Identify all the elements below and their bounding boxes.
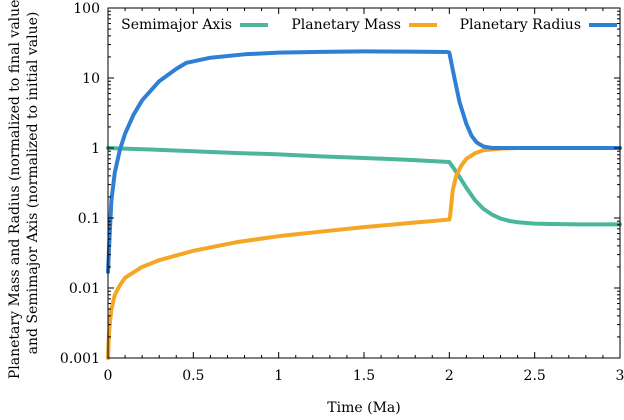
- y-tick-label: 0.01: [69, 281, 100, 297]
- y-tick-label: 0.1: [78, 211, 100, 227]
- y-tick-label: 1: [91, 141, 100, 157]
- y-tick-label: 10: [82, 71, 100, 87]
- series-line-2: [106, 49, 622, 274]
- series-line-0: [106, 146, 622, 227]
- x-axis-ticks: 0 0.5 1 1.5 2 2.5 3: [104, 8, 624, 384]
- y-axis-title-line-1: Planetary Mass and Radius (normalized to…: [7, 0, 23, 379]
- legend-label: Planetary Mass: [291, 17, 401, 33]
- x-tick-label: 3: [616, 368, 624, 384]
- y-axis-ticks: 0.001 0.01 0.1 1 10 100: [60, 1, 620, 367]
- x-tick-label: 2: [445, 368, 454, 384]
- legend-label: Semimajor Axis: [121, 17, 232, 33]
- plot-frame: [107, 7, 621, 359]
- x-tick-label: 0.5: [182, 368, 204, 384]
- x-tick-label: 1.5: [353, 368, 375, 384]
- y-tick-label: 100: [73, 1, 100, 17]
- x-tick-label: 2.5: [524, 368, 546, 384]
- y-axis-title-line-2: and Semimajor Axis (normalized to initia…: [25, 12, 41, 355]
- x-axis-title: Time (Ma): [327, 400, 400, 416]
- plot-lines: [106, 49, 622, 360]
- y-tick-label: 0.001: [60, 351, 100, 367]
- x-tick-label: 1: [274, 368, 283, 384]
- legend: Semimajor Axis Planetary Mass Planetary Ra…: [121, 17, 617, 33]
- legend-label: Planetary Radius: [460, 17, 581, 33]
- x-tick-label: 0: [104, 368, 113, 384]
- series-line-1: [106, 146, 622, 360]
